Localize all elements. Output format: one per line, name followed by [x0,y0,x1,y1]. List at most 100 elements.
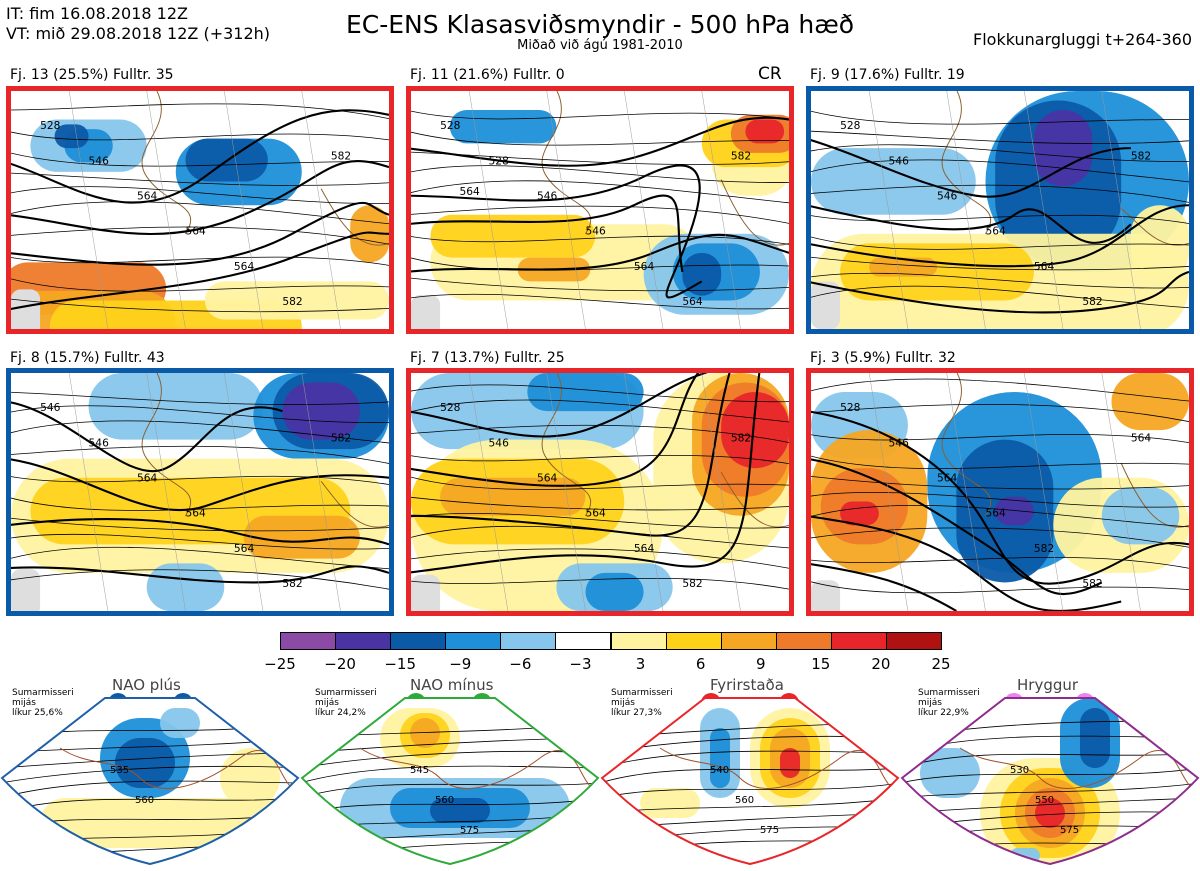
height-contour [811,403,1189,422]
contour-label: 560 [435,795,454,806]
height-contour [11,405,389,424]
coastline [541,91,592,235]
height-contour-bold [11,109,389,204]
height-contour-bold [411,194,684,273]
valid-time: VT: mið 29.08.2018 12Z (+312h) [6,24,271,43]
meridian [468,373,509,611]
contour-label: 582 [282,296,302,308]
height-contour-bold [11,401,283,473]
height-contour [811,475,1189,490]
height-contour-bold [11,160,389,236]
contour-label: 528 [840,402,860,414]
contour-label: 582 [331,433,351,445]
regime-title-1: NAO plús [112,676,181,694]
contour-label: 564 [634,261,655,273]
height-contour [411,476,789,490]
anomaly-colorbar [280,632,942,652]
meridian [946,373,986,611]
height-contour-bold [811,563,957,611]
contour-label: 546 [889,437,910,449]
cluster-map-3: 528 546 546 564 564 582 582 [806,86,1194,334]
meridian [546,91,586,329]
land-mask [411,294,441,329]
meridian [868,373,909,611]
contour-label: 564 [985,226,1006,238]
height-contour [811,527,1189,548]
land-mask [11,289,41,329]
height-contour-bold [11,518,389,546]
land-mask [11,569,41,611]
height-contour [411,180,789,204]
anomaly-area [1111,373,1189,431]
height-contour [411,548,789,569]
anomaly-area [920,748,980,798]
anomaly-area [115,738,175,788]
colorbar-tick: 15 [811,655,831,673]
height-contour-bold [811,458,1103,596]
contour-label: 528 [440,402,460,414]
anomaly-area [780,748,800,778]
regime-title-2: NAO mínus [410,676,494,694]
contour-label: 560 [135,795,154,806]
meridian [301,373,341,611]
colorbar-segment [335,632,392,650]
colorbar-segment [280,632,337,650]
colorbar-tick: 3 [635,655,646,673]
forecast-times: IT: fim 16.08.2018 12Z VT: mið 29.08.201… [6,4,270,44]
meridian [223,373,264,611]
meridian [1101,91,1141,329]
colorbar-segment [775,632,832,650]
height-contour [411,293,789,310]
contour-label: 560 [735,795,754,806]
meridian [146,91,186,329]
anomaly-area [1033,110,1093,187]
height-contour [11,546,389,570]
meridian [1101,373,1141,611]
coastline [541,373,592,517]
coastline [720,179,789,246]
cluster-map-6: 528 546 564 564 582 582 564 [806,368,1194,616]
height-contour [411,110,789,120]
coastline [141,373,192,517]
colorbar-tick: 25 [931,655,951,673]
coastline [320,188,389,246]
height-contour [11,226,389,245]
height-contour [811,159,1189,183]
height-contour [302,750,598,769]
anomaly-area [682,252,722,296]
height-contour [902,767,1198,784]
cr-marker: CR [758,64,782,84]
meridian [546,373,586,611]
contour-label: 564 [185,226,206,238]
contour-label: 546 [537,191,558,203]
anomaly-area [721,392,789,469]
height-contour [811,434,1189,444]
contour-label: 575 [460,825,479,836]
contour-label: 546 [889,155,910,167]
sector-outline [300,697,600,866]
contour-label: 528 [489,155,509,167]
height-contour [811,110,1189,125]
anomaly-area [54,124,89,149]
regime-title-3: Fyrirstaða [710,676,784,694]
contour-label: 564 [137,191,158,203]
contour-label: 528 [840,120,860,132]
coastline [1120,208,1189,246]
height-contour-bold [11,458,389,512]
meridian [701,373,741,611]
contour-label: 528 [440,120,460,132]
contour-label: 564 [634,543,655,555]
contour-label: 582 [331,151,351,163]
colorbar-segment [555,632,612,650]
regime-map-blocking: 540 560 575 [600,688,900,868]
contour-label: 546 [937,191,958,203]
anomaly-area [350,205,389,263]
height-contour [11,420,389,444]
height-contour [2,752,298,769]
colorbar-segment [830,632,887,650]
panel-label-6: Fj. 3 (5.9%) Fulltr. 32 [810,350,956,366]
height-contour [11,445,389,464]
anomaly-area [840,243,1034,301]
contour-label: 582 [731,433,751,445]
meridian [223,91,264,329]
